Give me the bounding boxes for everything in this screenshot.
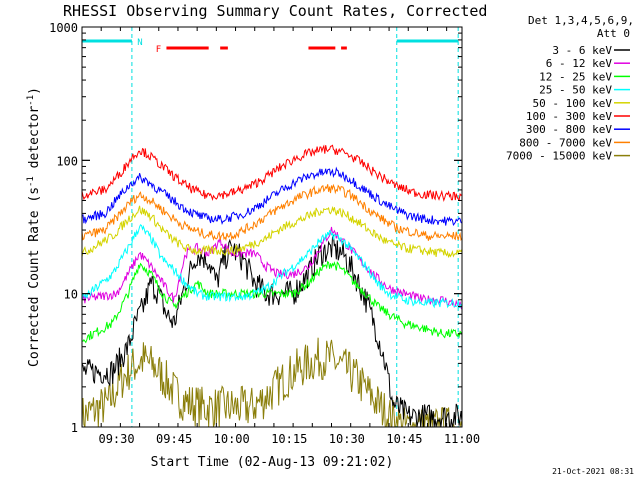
legend-label: 50 - 100 keV [533,97,613,110]
legend-label: 25 - 50 keV [539,84,612,97]
x-tick-label: 09:30 [98,432,134,446]
legend-header-detectors: Det 1,3,4,5,6,9, [528,14,634,27]
y-tick-label: 100 [56,154,78,168]
y-tick-label: 1 [71,421,78,435]
x-tick-label: 09:45 [156,432,192,446]
legend-header-attenuator: Att 0 [597,27,630,40]
x-axis: 09:30 09:45 10:00 10:15 10:30 10:45 11:00 [81,27,480,446]
y-axis: 1000 100 10 1 [49,21,462,435]
x-tick-label: 10:15 [271,432,307,446]
timestamp: 21-Oct-2021 08:31 [552,467,634,476]
x-tick-label: 11:00 [444,432,480,446]
x-tick-label: 10:30 [329,432,365,446]
series-line [81,234,463,428]
series-line [81,224,463,309]
legend-label: 6 - 12 keV [546,57,613,70]
series-line [81,205,463,258]
y-tick-label: 10 [64,288,78,302]
flag-label: N [137,38,142,48]
flag-label: F [156,45,161,55]
legend-label: 7000 - 15000 keV [506,150,612,163]
legend-label: 300 - 800 keV [526,123,612,136]
legend-label: 12 - 25 keV [539,70,612,83]
plot-area: NF [81,27,463,428]
legend-label: 100 - 300 keV [526,110,612,123]
x-tick-label: 10:00 [214,432,250,446]
series-line [81,260,463,344]
series-line [81,183,463,242]
plot-frame [81,26,463,428]
series-line [81,226,463,310]
x-axis-label: Start Time (02-Aug-13 09:21:02) [151,455,394,470]
legend-label: 3 - 6 keV [552,44,612,57]
y-tick-label: 1000 [49,21,78,35]
y-axis-label: Corrected Count Rate (s-1 detector-1) [26,87,42,367]
series-line [81,166,463,227]
series-line [81,144,463,202]
chart-title: RHESSI Observing Summary Count Rates, Co… [63,2,487,20]
legend-label: 800 - 7000 keV [519,136,612,149]
x-tick-label: 10:45 [386,432,422,446]
